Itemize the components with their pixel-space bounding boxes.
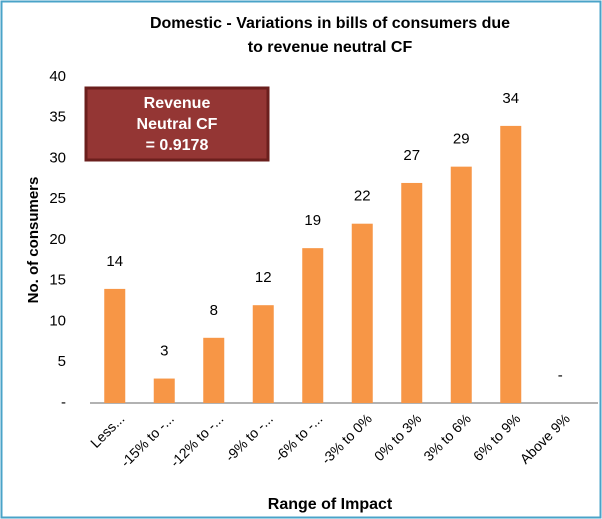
annotation: Neutral CF bbox=[137, 116, 218, 133]
y-axis-label: No. of consumers bbox=[25, 177, 42, 304]
bar bbox=[450, 166, 472, 403]
data-label: 34 bbox=[502, 90, 519, 107]
bar bbox=[351, 223, 373, 403]
y-tick-label: 30 bbox=[49, 149, 66, 166]
y-tick-label: 5 bbox=[58, 353, 66, 370]
data-label: 3 bbox=[160, 343, 168, 360]
chart-title: to revenue neutral CF bbox=[248, 39, 413, 56]
bar bbox=[153, 378, 175, 403]
bar bbox=[203, 337, 225, 403]
y-tick-label: 15 bbox=[49, 272, 66, 289]
annotation: Revenue bbox=[144, 95, 211, 112]
y-tick-label: 25 bbox=[49, 190, 66, 207]
data-label: 8 bbox=[210, 302, 218, 319]
annotation: = 0.9178 bbox=[146, 137, 209, 154]
data-label: 14 bbox=[106, 253, 123, 270]
x-axis-label: Range of Impact bbox=[268, 496, 393, 513]
y-tick-label: 40 bbox=[49, 68, 66, 85]
data-label: 29 bbox=[453, 131, 470, 148]
data-label: - bbox=[558, 367, 563, 384]
bar bbox=[500, 125, 522, 404]
y-tick-label: - bbox=[61, 394, 66, 411]
y-tick-label: 20 bbox=[49, 231, 66, 248]
y-tick-label: 10 bbox=[49, 312, 66, 329]
bar bbox=[104, 288, 126, 403]
y-tick-label: 35 bbox=[49, 109, 66, 126]
data-label: 12 bbox=[255, 269, 272, 286]
annotation-box bbox=[84, 86, 270, 162]
bar bbox=[302, 248, 324, 403]
chart-title: Domestic - Variations in bills of consum… bbox=[150, 15, 510, 32]
data-label: 22 bbox=[354, 188, 371, 205]
bar bbox=[401, 182, 423, 403]
data-label: 27 bbox=[403, 147, 420, 164]
bar bbox=[252, 305, 274, 403]
data-label: 19 bbox=[304, 212, 321, 229]
